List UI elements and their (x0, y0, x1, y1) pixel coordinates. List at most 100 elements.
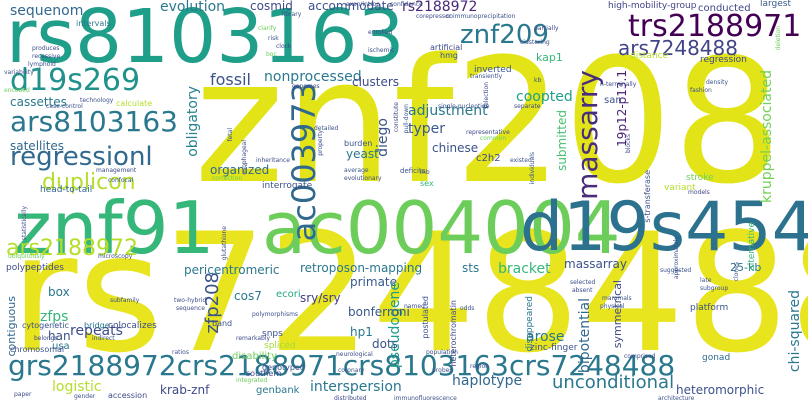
word-enrolled: enrolled (368, 29, 393, 36)
word-interspersion: interspersion (310, 379, 402, 395)
word-representative: representative (466, 129, 510, 136)
word-variant: variant (664, 183, 696, 193)
word-zfps: zfps (40, 309, 69, 325)
word-intervals: intervals (76, 19, 111, 28)
word-indirect: indirect (92, 335, 115, 342)
word-n-terminally: n-terminally (600, 81, 637, 88)
word-d19s454: d19s454 (520, 188, 808, 267)
word-average: average (344, 167, 369, 174)
word-detailed: detailed (314, 125, 339, 132)
word-correction: correction (212, 175, 243, 182)
word-znf209: znf209 (460, 20, 549, 50)
word-constitute: constitute (393, 102, 400, 133)
word-cassettes: cassettes (10, 95, 67, 109)
word-obligatory: obligatory (185, 86, 201, 157)
word-bracket: bracket (498, 261, 551, 277)
word-rs7248488: rs7248488 (10, 198, 808, 389)
word-rs8103163: rs8103163 (6, 0, 405, 80)
word-largest: largest (760, 0, 792, 9)
word-esophageal: esophageal (241, 140, 248, 175)
word-regression: regression (700, 55, 747, 65)
word-dots: dots (372, 337, 398, 351)
word-sts: sts (462, 261, 480, 275)
word-clustering: clustering (520, 39, 550, 46)
word-interrogate: interrogate (262, 181, 313, 191)
word-kb: kb (534, 77, 542, 84)
word-s-transferase: s-transferase (643, 170, 652, 223)
word-models: models (688, 189, 710, 196)
word-adjustment: adjustment (408, 103, 488, 119)
word-absent: absent (572, 287, 593, 294)
word-alternative: alternative (747, 222, 757, 271)
word-inheritance: inheritance (256, 157, 290, 164)
word-two-hybrid: two-hybrid (174, 297, 207, 304)
word-symmetrical: symmetrical (611, 280, 624, 349)
word-lymphoid: lymphoid (28, 61, 56, 68)
word-single-nucleotide: single-nucleotide (438, 103, 490, 110)
word-integrated: integrated (236, 377, 268, 384)
word-microscopy: microscopy (98, 253, 133, 260)
word-named: named (404, 303, 425, 310)
word-heterochromatin: heterochromatin (449, 300, 458, 367)
word-znf91: znf91 (14, 186, 215, 270)
word-individuals: individuals (529, 152, 536, 185)
word-region: region (470, 363, 489, 370)
word-accession: accession (108, 391, 148, 400)
word-gonad: gonad (702, 353, 731, 363)
word-fetal: fetal (227, 128, 234, 142)
word-ecori: ecori (276, 289, 301, 300)
word-yeast: yeast (346, 147, 379, 161)
word-calculate: calculate (116, 99, 153, 108)
word-gender: gender (74, 393, 96, 400)
word-usa: usa (52, 341, 70, 352)
word-physical: physical (600, 303, 625, 310)
word-distributed: distributed (334, 395, 367, 402)
word-spliced: spliced (264, 341, 296, 351)
word-bonferroni: bonferroni (348, 305, 410, 319)
word-existed: existed (510, 157, 532, 164)
word-bipotential: bipotential (577, 298, 593, 374)
word-san: san (604, 95, 622, 106)
word-confidence: confidence (390, 1, 423, 8)
word-partially: partially (534, 25, 559, 32)
word-head-to-tail: head-to-tail (40, 185, 93, 195)
word-variability: variability (4, 69, 34, 76)
word-clarify: clarify (258, 25, 277, 32)
word-odds: odds (460, 305, 475, 312)
word-clock: clock (276, 43, 292, 50)
word-heteromorphic: heteromorphic (676, 383, 765, 397)
word-submitted: submitted (555, 110, 569, 171)
word-ischemic: ischemic (368, 47, 395, 54)
word-sry-sry: sry/sry (300, 291, 341, 305)
word-bridge: bridge (84, 321, 110, 330)
word-satellites: satellites (10, 139, 65, 153)
word-corepressor: corepressor (416, 13, 452, 20)
word-retroposon-mapping: retroposon-mapping (300, 261, 423, 275)
word-ratios: ratios (172, 349, 189, 356)
word-pericentromeric: pericentromeric (184, 263, 280, 277)
word-grs-combined: grs2188972crs2188971crs8103163crs7248488 (8, 349, 676, 382)
word-coimmunoprecipitation: coimmunoprecipitation (446, 13, 516, 20)
word-evolutionary: evolutionary (344, 175, 382, 182)
word-statistically: statistically (21, 206, 28, 241)
word-high-mobility-group: high-mobility-group (608, 1, 697, 11)
word-trs2188971: trs2188971 (628, 9, 802, 44)
word-c2h2: c2h2 (476, 153, 501, 164)
word-chromosomal: chromosomal (10, 345, 65, 354)
word-deletion: deletion (775, 26, 782, 51)
word-transiently: transiently (470, 73, 503, 80)
word-genomes: genomes (292, 83, 320, 90)
word-blocks: blocks (625, 134, 632, 154)
word-nonprocessed: nonprocessed (264, 69, 362, 85)
word-artificial: artificial (430, 43, 463, 52)
word-coopted: coopted (516, 89, 573, 105)
word-hmg: hmg (440, 51, 458, 60)
word-mb: mb (420, 169, 430, 176)
word-rs2188972: rs2188972 (402, 0, 478, 15)
word-organized: organized (210, 163, 270, 177)
word-paper: paper (14, 391, 32, 398)
word-property: property (317, 130, 324, 156)
word-confocal: confocal (108, 177, 134, 184)
word-disability: disability (232, 351, 277, 362)
word-boc: boc (266, 51, 277, 58)
